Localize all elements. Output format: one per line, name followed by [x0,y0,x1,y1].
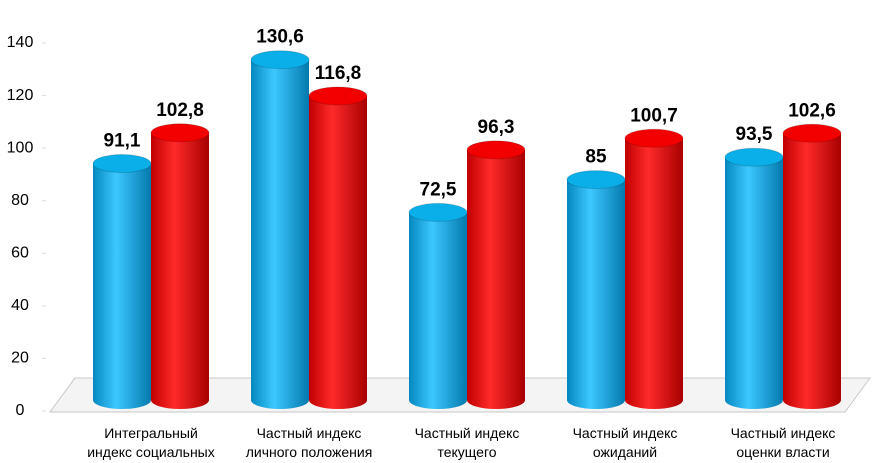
bar-top [782,123,842,143]
bar-bottom [309,391,367,409]
y-tick-label: 20 [11,350,29,367]
bar-bottom [467,391,525,409]
y-tick-label: 60 [11,245,29,262]
x-tick-label: Частный индекс оценки власти [730,425,836,460]
value-label: 130,6 [256,27,304,48]
value-label: 96,3 [478,117,515,138]
value-label: 102,8 [156,100,204,121]
bar-body [93,163,151,400]
y-tick-label: 100 [7,139,34,156]
bar-top [566,170,626,190]
x-tick-label: Частный индекс ожиданий [572,425,678,460]
bar-top [250,50,310,70]
bar-top [466,140,526,160]
y-tick-label: 0 [16,402,25,419]
y-tick-label: 140 [7,34,34,51]
x-tick-label: Частный индекс личного положения [245,425,373,460]
bar-bottom [93,391,151,409]
bar-body [151,132,209,401]
bar-body [467,149,525,400]
bar-bottom [409,391,467,409]
x-tick-label: Частный индекс текущего [414,425,520,460]
bar-bottom [151,391,209,409]
bar-bottom [567,391,625,409]
bar-body [309,95,367,401]
value-label: 91,1 [104,131,141,152]
x-tick-label: Интегральный индекс социальных [87,425,215,460]
y-tick-label: 80 [11,192,29,209]
bar-bottom [625,391,683,409]
value-label: 72,5 [420,179,457,200]
bar-top [408,202,468,222]
bar-top [308,86,368,106]
y-tick-label: 120 [7,87,34,104]
value-label: 93,5 [736,124,773,145]
bar-body [409,212,467,400]
value-label: 85 [585,147,607,168]
bar-top [150,123,210,143]
bar-top [624,128,684,148]
bar-top [92,154,152,174]
bar-body [625,138,683,400]
y-tick-label: 40 [11,297,29,314]
bar-bottom [251,391,309,409]
bar-body [725,157,783,400]
value-label: 102,6 [788,100,836,121]
bar-bottom [783,391,841,409]
bar-body [567,179,625,400]
bar-body [251,59,309,401]
bar-body [783,133,841,400]
value-label: 116,8 [315,63,362,84]
bar-top [724,147,784,167]
bar-bottom [725,391,783,409]
value-label: 100,7 [630,105,678,126]
